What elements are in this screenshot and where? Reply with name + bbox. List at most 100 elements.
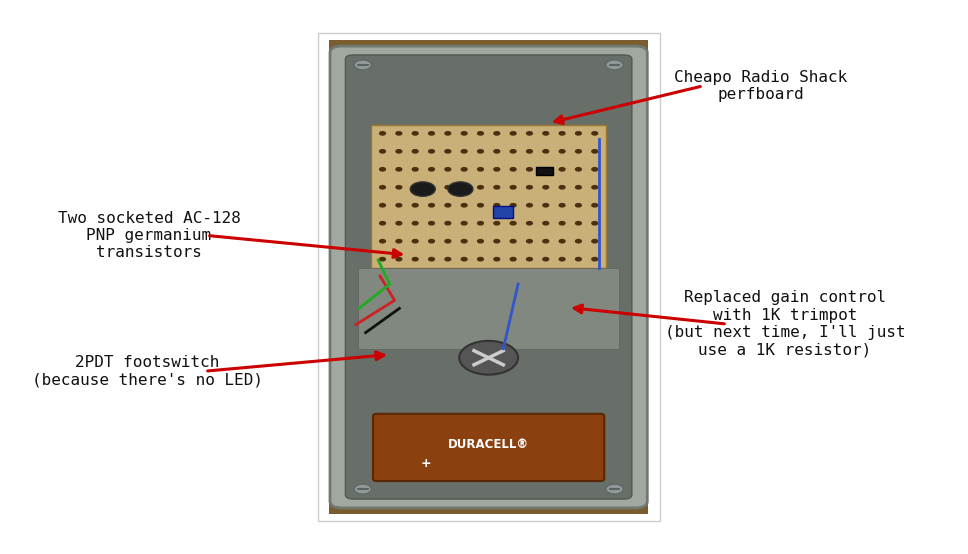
- Circle shape: [379, 186, 385, 189]
- Circle shape: [494, 239, 499, 243]
- Circle shape: [462, 258, 467, 261]
- Circle shape: [560, 222, 565, 225]
- Circle shape: [560, 186, 565, 189]
- Circle shape: [494, 222, 499, 225]
- Circle shape: [477, 258, 483, 261]
- Circle shape: [576, 186, 582, 189]
- Circle shape: [412, 203, 418, 207]
- Circle shape: [510, 186, 516, 189]
- Circle shape: [494, 186, 499, 189]
- Circle shape: [429, 222, 435, 225]
- Circle shape: [494, 132, 499, 135]
- Circle shape: [396, 186, 402, 189]
- Circle shape: [477, 150, 483, 153]
- Circle shape: [410, 182, 436, 196]
- Circle shape: [527, 258, 532, 261]
- Circle shape: [429, 186, 435, 189]
- Circle shape: [379, 132, 385, 135]
- Circle shape: [591, 239, 597, 243]
- Circle shape: [543, 150, 549, 153]
- Circle shape: [510, 168, 516, 171]
- Circle shape: [543, 239, 549, 243]
- Circle shape: [462, 186, 467, 189]
- Circle shape: [448, 182, 473, 196]
- Circle shape: [412, 168, 418, 171]
- Circle shape: [379, 203, 385, 207]
- Circle shape: [543, 168, 549, 171]
- Circle shape: [354, 484, 372, 494]
- Circle shape: [576, 150, 582, 153]
- Circle shape: [543, 222, 549, 225]
- FancyBboxPatch shape: [535, 167, 553, 175]
- Text: 2PDT footswitch
(because there's no LED): 2PDT footswitch (because there's no LED): [32, 355, 262, 387]
- Circle shape: [445, 150, 451, 153]
- Circle shape: [462, 239, 467, 243]
- Circle shape: [606, 484, 623, 494]
- Circle shape: [445, 203, 451, 207]
- Text: Replaced gain control
with 1K trimpot
(but next time, I'll just
use a 1K resisto: Replaced gain control with 1K trimpot (b…: [665, 290, 905, 358]
- Circle shape: [477, 239, 483, 243]
- Circle shape: [494, 203, 499, 207]
- FancyBboxPatch shape: [346, 55, 632, 499]
- Circle shape: [379, 168, 385, 171]
- Circle shape: [494, 168, 499, 171]
- Circle shape: [527, 150, 532, 153]
- Circle shape: [396, 222, 402, 225]
- Circle shape: [396, 132, 402, 135]
- FancyBboxPatch shape: [318, 33, 659, 521]
- Circle shape: [462, 203, 467, 207]
- FancyBboxPatch shape: [371, 125, 606, 268]
- Circle shape: [429, 239, 435, 243]
- Circle shape: [445, 222, 451, 225]
- Circle shape: [412, 150, 418, 153]
- Circle shape: [379, 258, 385, 261]
- Circle shape: [429, 203, 435, 207]
- Circle shape: [560, 168, 565, 171]
- Circle shape: [445, 132, 451, 135]
- Circle shape: [576, 222, 582, 225]
- FancyBboxPatch shape: [494, 206, 513, 218]
- Circle shape: [591, 186, 597, 189]
- Circle shape: [445, 258, 451, 261]
- Circle shape: [396, 239, 402, 243]
- Circle shape: [576, 168, 582, 171]
- Circle shape: [396, 150, 402, 153]
- Circle shape: [527, 239, 532, 243]
- Circle shape: [462, 132, 467, 135]
- Circle shape: [429, 132, 435, 135]
- Circle shape: [543, 186, 549, 189]
- Circle shape: [462, 168, 467, 171]
- Circle shape: [543, 258, 549, 261]
- Circle shape: [510, 150, 516, 153]
- Circle shape: [510, 258, 516, 261]
- Circle shape: [591, 203, 597, 207]
- Circle shape: [396, 203, 402, 207]
- Text: +: +: [421, 456, 432, 470]
- Circle shape: [459, 341, 518, 375]
- Circle shape: [606, 60, 623, 70]
- Circle shape: [462, 222, 467, 225]
- FancyBboxPatch shape: [373, 414, 604, 481]
- Text: Two socketed AC-128
PNP germanium
transistors: Two socketed AC-128 PNP germanium transi…: [57, 211, 240, 260]
- Circle shape: [445, 168, 451, 171]
- Circle shape: [576, 132, 582, 135]
- Circle shape: [576, 258, 582, 261]
- Circle shape: [396, 168, 402, 171]
- Circle shape: [445, 239, 451, 243]
- Circle shape: [462, 150, 467, 153]
- Circle shape: [477, 132, 483, 135]
- Circle shape: [429, 258, 435, 261]
- Circle shape: [560, 239, 565, 243]
- Circle shape: [576, 203, 582, 207]
- Circle shape: [591, 132, 597, 135]
- Circle shape: [379, 150, 385, 153]
- Circle shape: [412, 132, 418, 135]
- Circle shape: [527, 132, 532, 135]
- Circle shape: [477, 186, 483, 189]
- Circle shape: [591, 258, 597, 261]
- Circle shape: [527, 168, 532, 171]
- Circle shape: [591, 168, 597, 171]
- Circle shape: [510, 239, 516, 243]
- Text: Cheapo Radio Shack
perfboard: Cheapo Radio Shack perfboard: [675, 70, 847, 102]
- Circle shape: [477, 222, 483, 225]
